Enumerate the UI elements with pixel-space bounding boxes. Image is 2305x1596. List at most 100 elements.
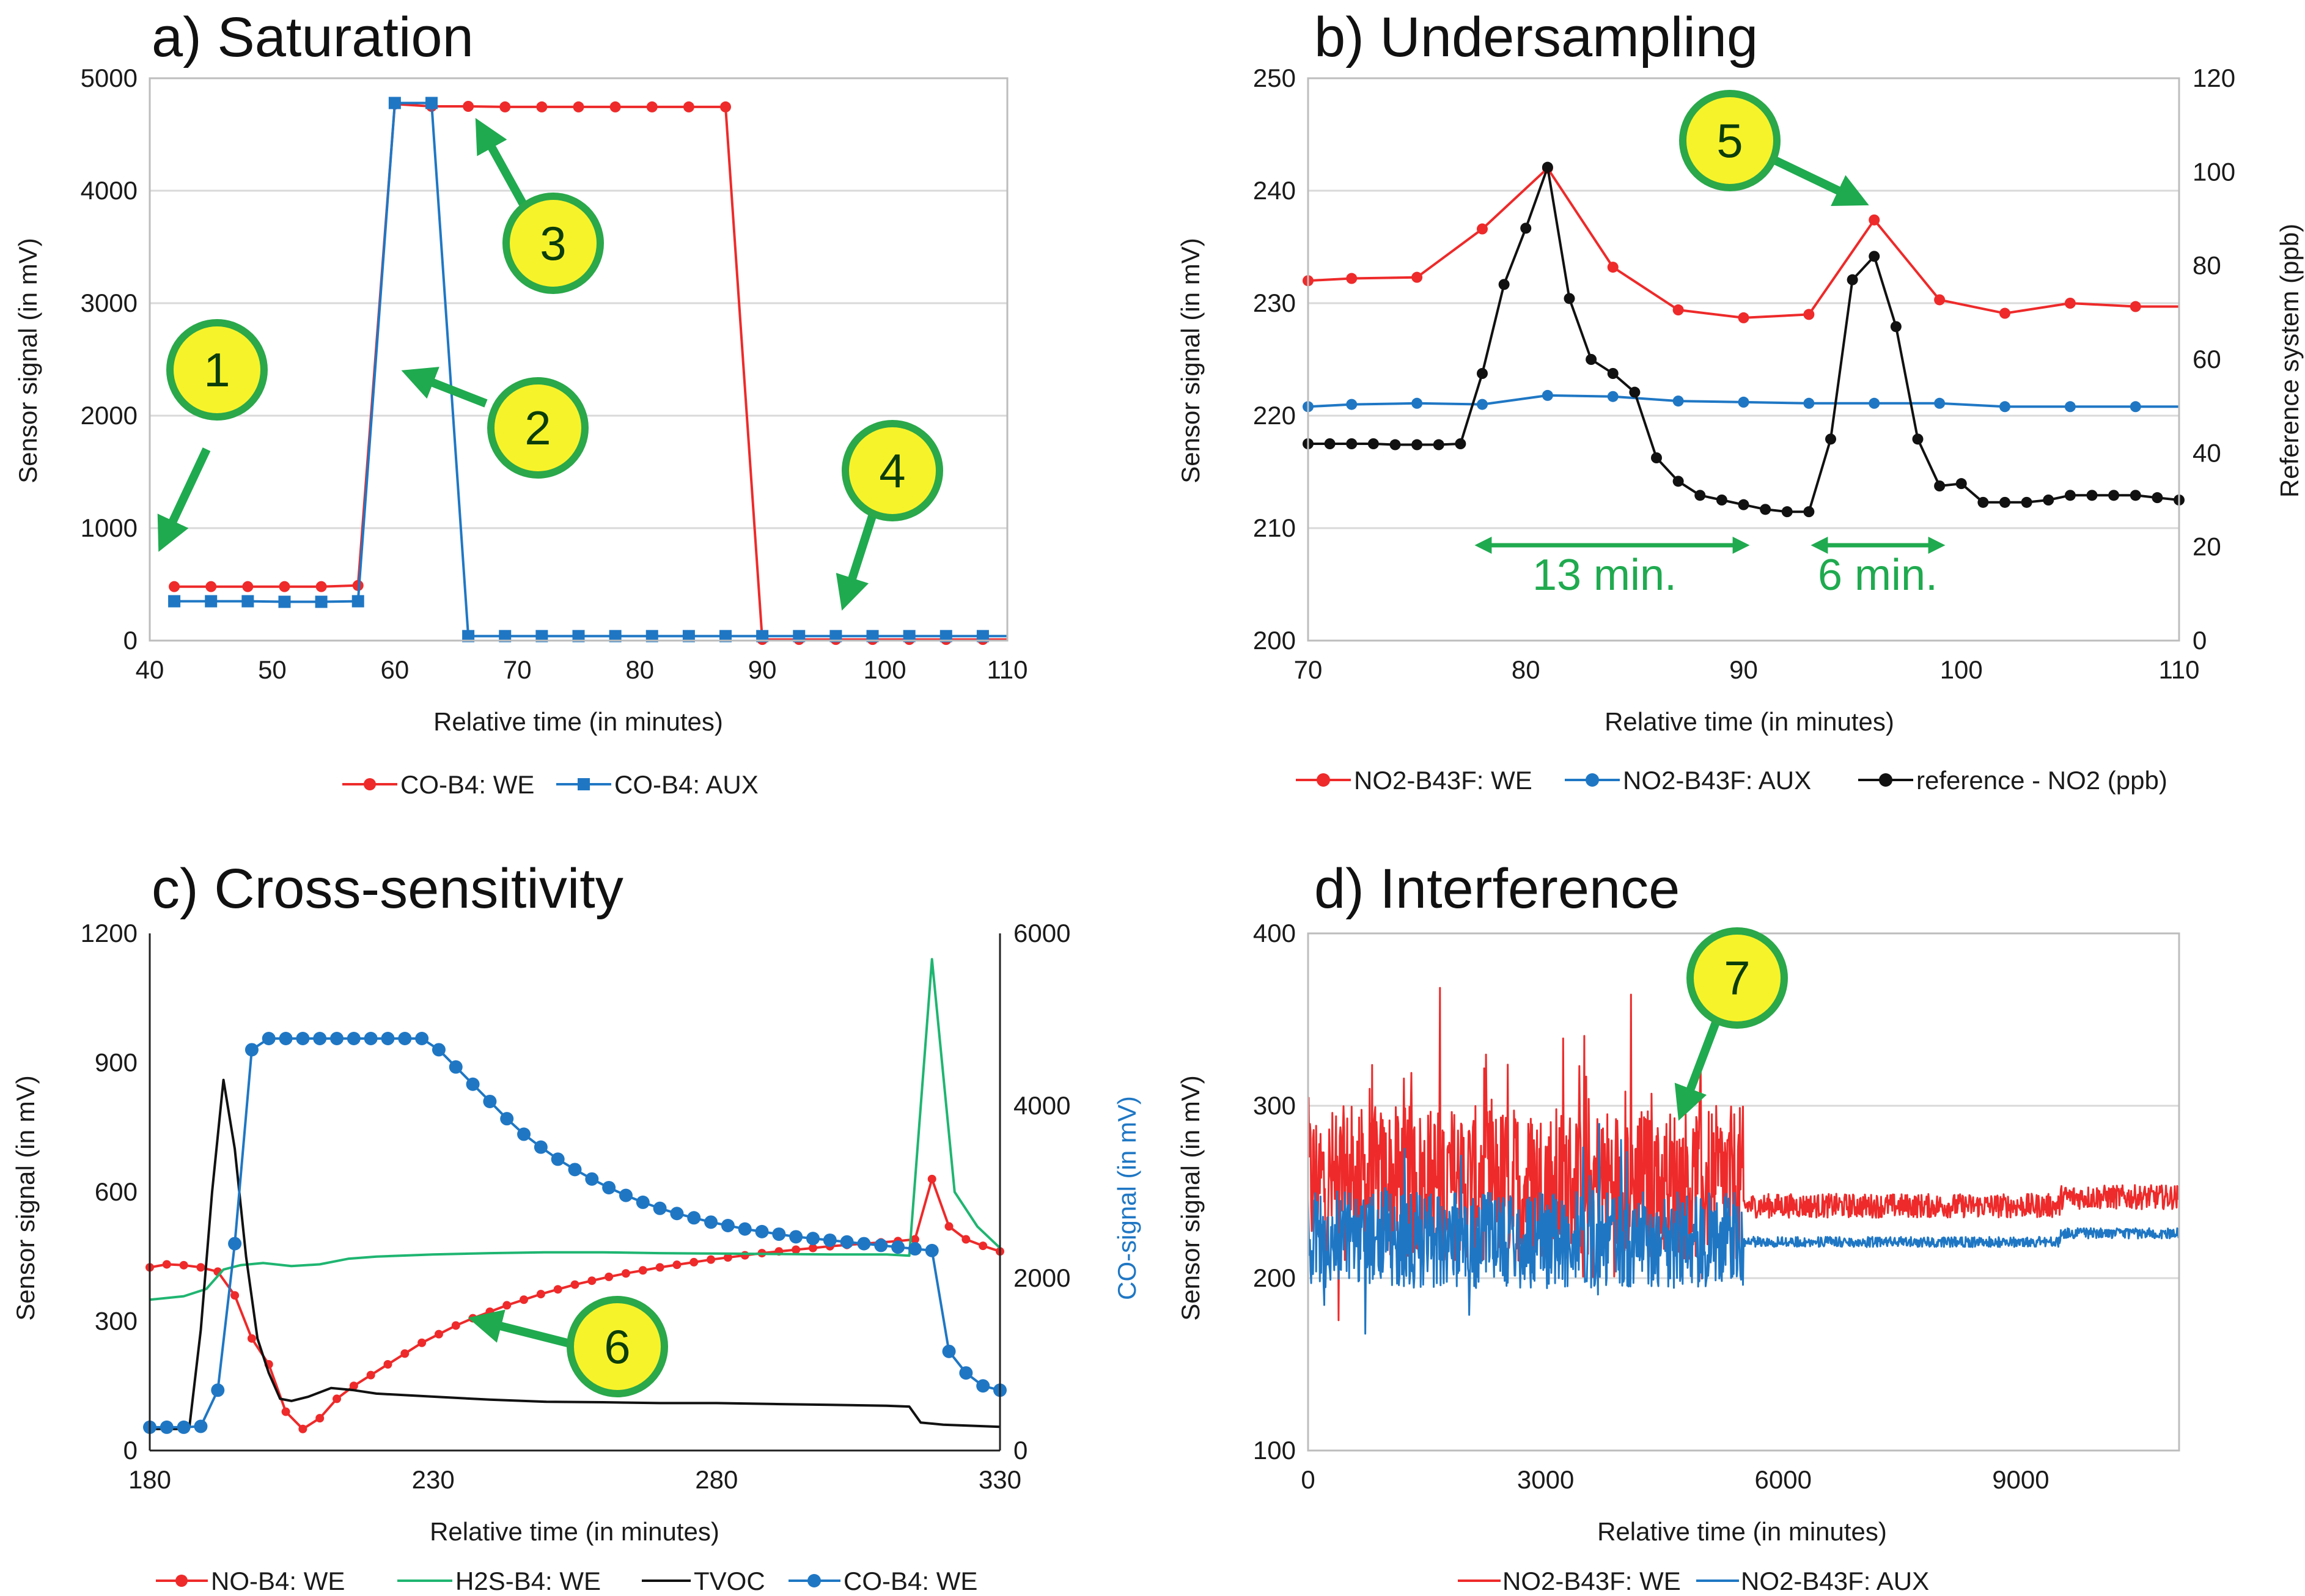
panel-c-series-co-b4-we-point <box>534 1140 548 1154</box>
panel-a-xtick-label: 60 <box>380 655 409 684</box>
panel-a-series-co-b4-we-point <box>205 581 217 592</box>
panel-c-series-co-b4-we-point <box>500 1112 514 1126</box>
panel-b-series-no2-b43f-aux-point <box>1803 397 1815 409</box>
panel-b-series-no2-b43f-aux-point <box>1411 397 1423 409</box>
panel-a-ytick-label: 5000 <box>81 64 138 92</box>
panel-a-series-co-b4-aux-point <box>168 595 181 608</box>
annotation-arrow-4 <box>836 509 878 611</box>
panel-b-series-reference-no2-ppb-point <box>1825 433 1836 445</box>
panel-a-xtick-label: 90 <box>748 655 777 684</box>
panel-d-ytick-label: 300 <box>1253 1091 1296 1120</box>
legend-a-aux-marker <box>578 778 590 790</box>
annotation-badge-3 <box>502 193 604 294</box>
panel-a-series-co-b4-we-point <box>683 101 694 112</box>
panel-c-series-no-b4-we-point <box>979 1241 988 1251</box>
panel-b-series-no2-b43f-we-point <box>2130 301 2141 312</box>
panel-b-ylabel: Sensor signal (in mV) <box>1176 238 1205 483</box>
panel-c-series-co-b4-we-point <box>398 1032 412 1046</box>
panel-b-series-reference-no2-ppb-point <box>1803 506 1815 518</box>
panel-a-series-co-b4-aux-point <box>572 630 585 642</box>
panel-a-series-co-b4-we-point <box>242 581 254 592</box>
panel-c-xtick-label: 180 <box>128 1465 171 1494</box>
panel-c-legend: NO-B4: WE H2S-B4: WE TVOC CO-B4: WE <box>156 1567 977 1595</box>
panel-a-series-co-b4-aux-point <box>829 630 842 642</box>
panel-c-series-co-b4-we-point <box>840 1235 854 1249</box>
panel-c-series-no-b4-we-point <box>655 1263 664 1272</box>
annotation-badge-1-label: 1 <box>204 343 230 397</box>
panel-b-ytick-label: 250 <box>1253 64 1296 92</box>
annotation-arrow-3 <box>475 117 531 213</box>
panel-c-series-co-b4-we-point <box>330 1032 344 1046</box>
panel-c-series-co-b4-we-point <box>313 1032 327 1046</box>
annotation-badge-2-label: 2 <box>524 401 551 455</box>
panel-c-series-no-b4-we-point <box>333 1394 342 1403</box>
panel-a-series-co-b4-aux-point <box>866 630 879 642</box>
panel-a-series-co-b4-we-point <box>169 581 180 592</box>
panel-c-ytick-label: 900 <box>95 1048 138 1077</box>
panel-c-series-no-b4-we-point <box>910 1235 919 1244</box>
panel-c-series-no-b4-we-point <box>179 1260 188 1270</box>
panel-c-series-co-b4-we-point <box>177 1420 191 1434</box>
panel-b-series-reference-no2-ppb-point <box>1433 439 1444 450</box>
panel-b-series-reference-no2-ppb-point <box>1520 222 1532 234</box>
panel-b-series-reference-no2-ppb-point <box>1760 504 1771 515</box>
panel-c-series-co-b4-we-point <box>381 1032 395 1046</box>
panel-a-series-co-b4-we-point <box>646 101 658 112</box>
panel-c-ylabel-right: CO-signal (in mV) <box>1112 1096 1141 1300</box>
panel-a-series-co-b4-aux-point <box>278 595 291 608</box>
panel-a-xlabel: Relative time (in minutes) <box>433 707 723 736</box>
panel-c-ytick-right-label: 0 <box>1013 1436 1028 1465</box>
panel-c-series-co-b4-we-point <box>279 1032 293 1046</box>
panel-c-series-no-b4-we-point <box>298 1424 307 1433</box>
panel-b-series-reference-no2-ppb-point <box>1999 496 2010 508</box>
legend-c-no-label: NO-B4: WE <box>211 1567 345 1595</box>
panel-b-series-no2-b43f-aux-point <box>1542 389 1553 401</box>
legend-b-aux-marker <box>1586 773 1599 787</box>
panel-b-ytick-right-label: 80 <box>2193 251 2221 280</box>
panel-b-series-reference-no2-ppb-point <box>2043 495 2054 506</box>
annotation-arrow-7 <box>1674 1016 1722 1121</box>
panel-a-series-co-b4-we-point <box>315 581 327 592</box>
panel-b-series-no2-b43f-aux-point <box>1672 395 1684 407</box>
panel-c-series-co-b4-we-point <box>466 1077 480 1091</box>
panel-a-legend: CO-B4: WE CO-B4: AUX <box>342 770 759 799</box>
panel-c-xtick-label: 330 <box>979 1465 1021 1494</box>
panel-c-series-no-b4-we-point <box>434 1329 443 1339</box>
legend-c-no-marker <box>175 1575 188 1587</box>
panel-c-series-no-b4-we-point <box>468 1314 477 1323</box>
panel-a-xtick-label: 70 <box>503 655 532 684</box>
panel-b-undersampling: b) Undersampling 200 210 220 230 240 250 0 20 40… <box>1176 6 2304 795</box>
annotations-layer: 1 2 3 4 5 13 min. 6 min. 6 7 <box>157 90 1946 1397</box>
legend-d-we-label: NO2-B43F: WE <box>1502 1567 1681 1595</box>
panel-c-series-no-b4-we-point <box>587 1276 597 1285</box>
panel-a-series-co-b4-aux-point <box>425 97 438 109</box>
panel-c-series-co-b4-we-point <box>857 1237 871 1251</box>
legend-c-tvoc-label: TVOC <box>694 1567 765 1595</box>
panel-c-series-h2s-b4-we-line <box>149 958 1001 1301</box>
panel-b-series-reference-no2-ppb-point <box>1738 499 1749 510</box>
panel-b-series-no2-b43f-aux-point <box>1607 391 1619 402</box>
panel-a-series-co-b4-we-point <box>573 101 584 112</box>
panel-c-ytick-right-label: 4000 <box>1013 1091 1070 1120</box>
panel-b-series-reference-no2-ppb-point <box>2130 490 2141 501</box>
panel-a-xtick-label: 40 <box>136 655 164 684</box>
panel-b-series-no2-b43f-we-point <box>1346 273 1358 284</box>
panel-b-series-reference-no2-ppb-point <box>1781 506 1793 518</box>
panel-b-series-no2-b43f-aux-point <box>1477 399 1488 410</box>
annotation-badge-4-label: 4 <box>879 444 905 498</box>
annotation-arrow-6 <box>468 1309 576 1349</box>
panel-c-series-no-b4-we-point <box>570 1280 579 1289</box>
panel-b-series-no2-b43f-aux-point <box>1934 397 1946 409</box>
panel-c-series-co-b4-we-point <box>721 1218 735 1232</box>
panel-b-xtick-label: 90 <box>1729 655 1758 684</box>
panel-a-title: a) Saturation <box>152 6 474 68</box>
panel-b-series-no2-b43f-we-point <box>1803 309 1815 320</box>
legend-d-aux-label: NO2-B43F: AUX <box>1741 1567 1929 1595</box>
panel-c-series-no-b4-we-point <box>536 1290 545 1299</box>
annotation-span-6min-label: 6 min. <box>1818 551 1938 600</box>
panel-c-series-co-b4-we-point <box>415 1032 429 1046</box>
panel-b-ytick-label: 220 <box>1253 401 1296 430</box>
panel-c-series-no-b4-we-point <box>638 1266 647 1275</box>
panel-c-ytick-right-label: 2000 <box>1013 1263 1070 1292</box>
panel-a-series-co-b4-aux-point <box>682 630 695 642</box>
